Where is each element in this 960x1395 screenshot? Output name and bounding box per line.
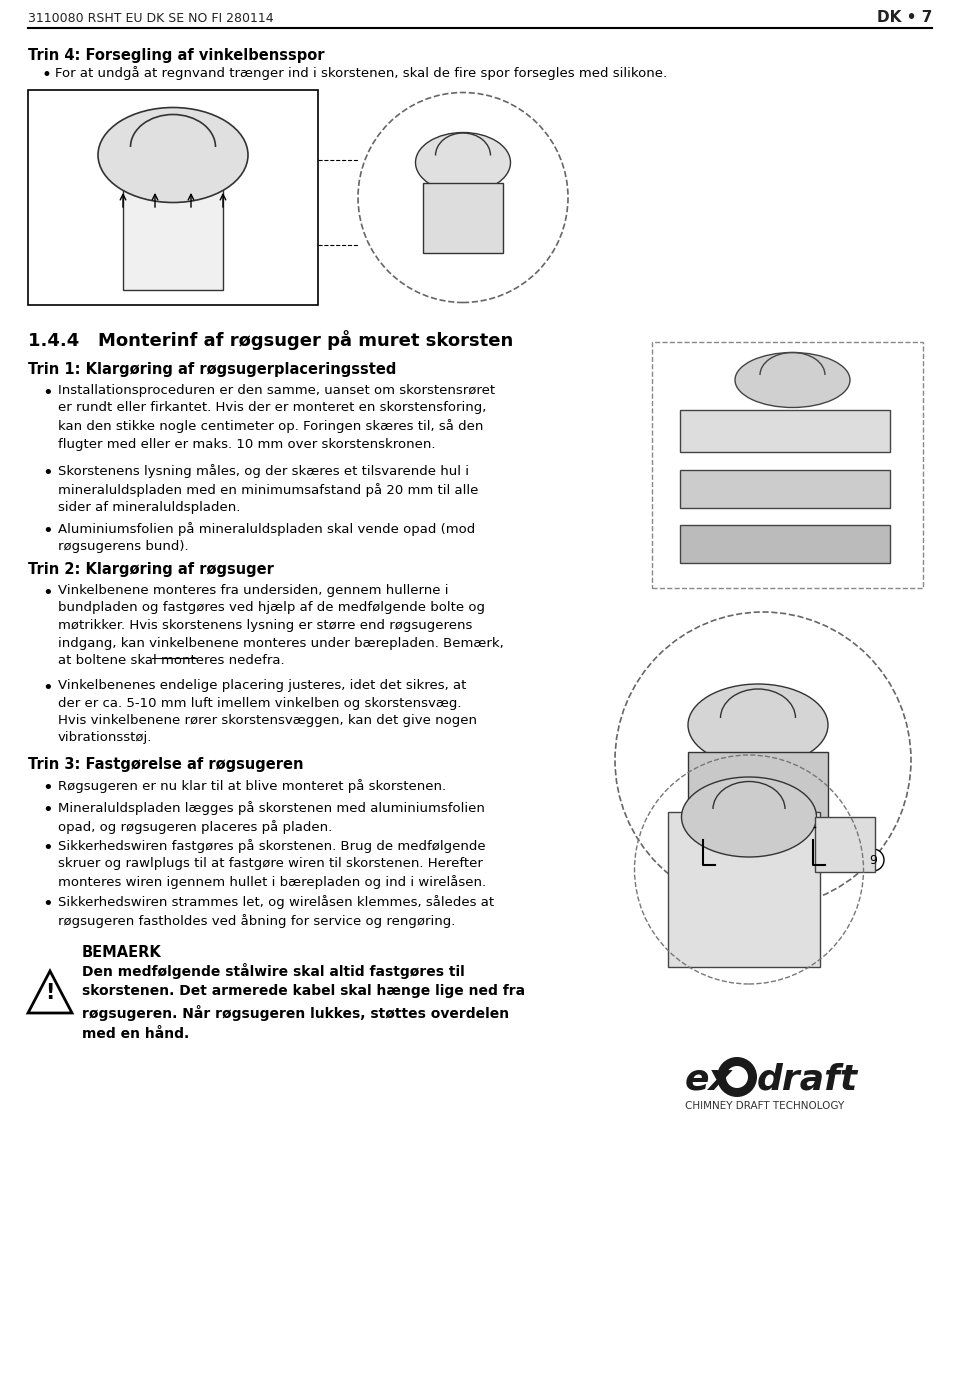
Polygon shape — [28, 971, 72, 1013]
Text: 3110080 RSHT EU DK SE NO FI 280114: 3110080 RSHT EU DK SE NO FI 280114 — [28, 11, 274, 25]
Ellipse shape — [682, 777, 817, 857]
Text: 1.4.4   Monterinf af røgsuger på muret skorsten: 1.4.4 Monterinf af røgsuger på muret sko… — [28, 331, 514, 350]
Text: •: • — [42, 801, 53, 819]
Bar — [680, 525, 890, 564]
Text: Trin 2: Klargøring af røgsuger: Trin 2: Klargøring af røgsuger — [28, 562, 274, 578]
Bar — [680, 470, 890, 508]
Text: Trin 1: Klargøring af røgsugerplaceringssted: Trin 1: Klargøring af røgsugerplacerings… — [28, 361, 396, 377]
Text: Skorstenens lysning måles, og der skæres et tilsvarende hul i
mineraluldspladen : Skorstenens lysning måles, og der skæres… — [58, 465, 478, 515]
Bar — [668, 812, 820, 967]
Text: Røgsugeren er nu klar til at blive monteret på skorstenen.: Røgsugeren er nu klar til at blive monte… — [58, 778, 446, 792]
Circle shape — [726, 1066, 748, 1088]
Text: Den medfølgende stålwire skal altid fastgøres til
skorstenen. Det armerede kabel: Den medfølgende stålwire skal altid fast… — [82, 963, 525, 1041]
Text: Sikkerhedswiren strammes let, og wirelåsen klemmes, således at
røgsugeren fastho: Sikkerhedswiren strammes let, og wirelås… — [58, 896, 494, 928]
Text: •: • — [42, 66, 52, 84]
Text: Aluminiumsfolien på mineraluldspladen skal vende opad (mod
røgsugerens bund).: Aluminiumsfolien på mineraluldspladen sk… — [58, 522, 475, 554]
Text: Mineraluldspladen lægges på skorstenen med aluminiumsfolien
opad, og røgsugeren : Mineraluldspladen lægges på skorstenen m… — [58, 801, 485, 834]
Text: •: • — [42, 465, 53, 483]
Text: BEMAERK: BEMAERK — [82, 944, 161, 960]
Text: !: ! — [45, 983, 55, 1003]
Bar — [815, 817, 875, 872]
Text: draft: draft — [757, 1062, 858, 1096]
Text: 9: 9 — [869, 854, 876, 866]
FancyBboxPatch shape — [28, 91, 318, 306]
Circle shape — [862, 850, 884, 870]
Bar — [123, 155, 223, 290]
Ellipse shape — [735, 353, 850, 407]
Bar — [688, 752, 828, 840]
Circle shape — [615, 612, 911, 908]
Text: •: • — [42, 778, 53, 797]
Text: CHIMNEY DRAFT TECHNOLOGY: CHIMNEY DRAFT TECHNOLOGY — [685, 1101, 844, 1110]
Text: •: • — [42, 522, 53, 540]
Text: Trin 4: Forsegling af vinkelbensspor: Trin 4: Forsegling af vinkelbensspor — [28, 47, 324, 63]
Ellipse shape — [688, 684, 828, 766]
Bar — [423, 183, 503, 252]
Ellipse shape — [98, 107, 248, 202]
Text: •: • — [42, 838, 53, 857]
Text: For at undgå at regnvand trænger ind i skorstenen, skal de fire spor forsegles m: For at undgå at regnvand trænger ind i s… — [55, 66, 667, 80]
Text: •: • — [42, 679, 53, 698]
Text: DK • 7: DK • 7 — [876, 11, 932, 25]
Text: Vinkelbenenes endelige placering justeres, idet det sikres, at
der er ca. 5-10 m: Vinkelbenenes endelige placering justere… — [58, 679, 477, 745]
Text: Sikkerhedswiren fastgøres på skorstenen. Brug de medfølgende
skruer og rawlplugs: Sikkerhedswiren fastgøres på skorstenen.… — [58, 838, 486, 890]
Text: •: • — [42, 384, 53, 402]
Text: Installationsproceduren er den samme, uanset om skorstensrøret
er rundt eller fi: Installationsproceduren er den samme, ua… — [58, 384, 495, 451]
Circle shape — [358, 92, 568, 303]
Text: ex: ex — [685, 1062, 732, 1096]
Bar — [680, 410, 890, 452]
Ellipse shape — [416, 133, 511, 193]
Text: •: • — [42, 585, 53, 603]
Circle shape — [717, 1057, 757, 1096]
Text: •: • — [42, 896, 53, 912]
Text: Trin 3: Fastgørelse af røgsugeren: Trin 3: Fastgørelse af røgsugeren — [28, 757, 303, 771]
Text: Vinkelbenene monteres fra undersiden, gennem hullerne i
bundpladen og fastgøres : Vinkelbenene monteres fra undersiden, ge… — [58, 585, 504, 667]
